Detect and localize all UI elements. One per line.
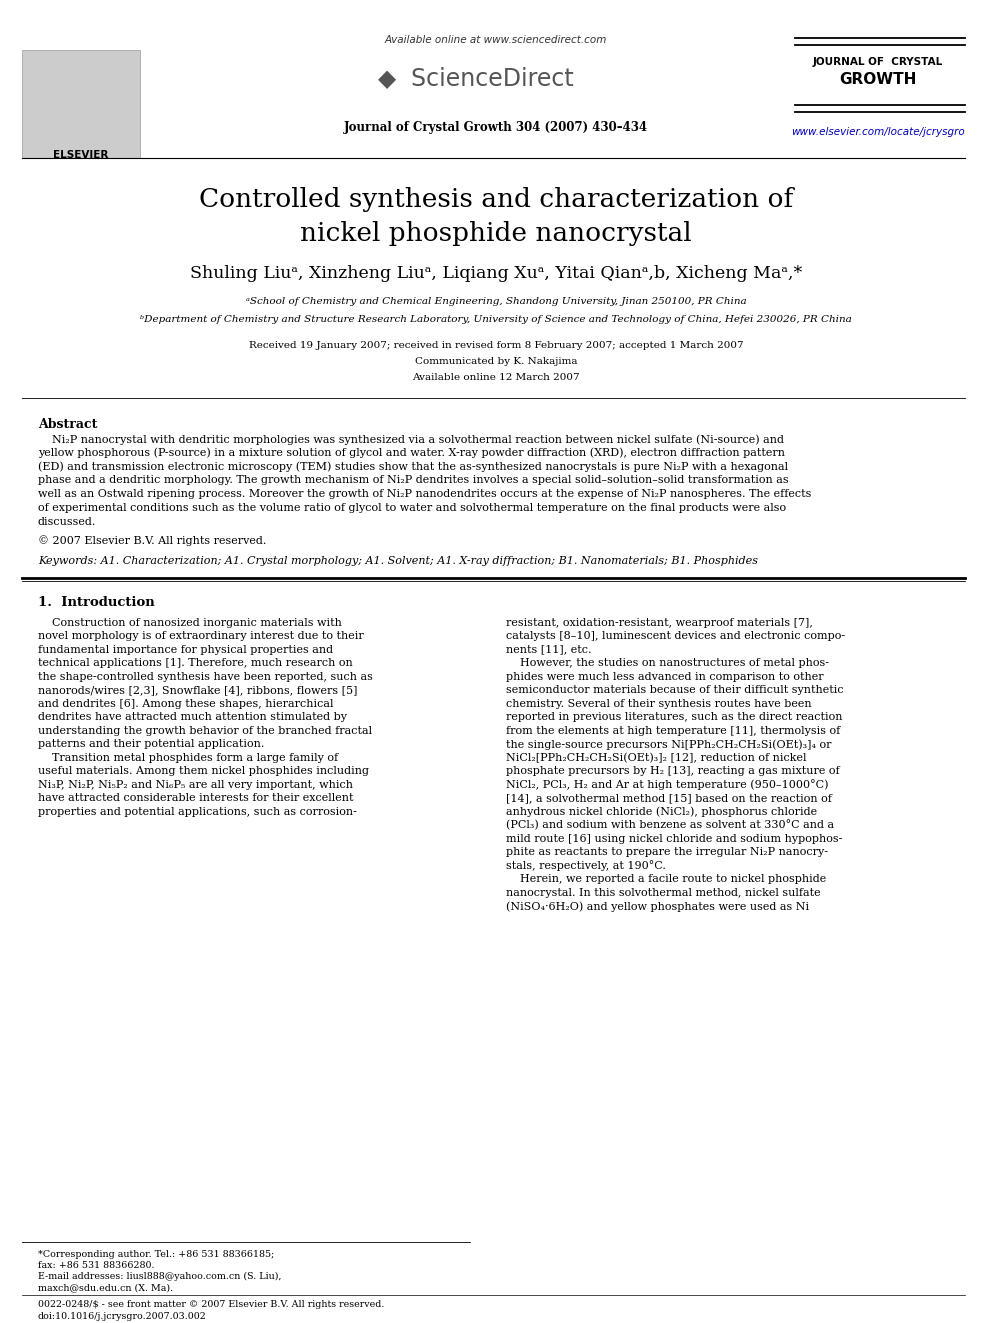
- Text: Ni₃P, Ni₂P, Ni₅P₂ and Ni₆P₅ are all very important, which: Ni₃P, Ni₂P, Ni₅P₂ and Ni₆P₅ are all very…: [38, 779, 353, 790]
- Text: phite as reactants to prepare the irregular Ni₂P nanocry-: phite as reactants to prepare the irregu…: [506, 847, 828, 857]
- Text: understanding the growth behavior of the branched fractal: understanding the growth behavior of the…: [38, 725, 372, 736]
- Text: Construction of nanosized inorganic materials with: Construction of nanosized inorganic mate…: [38, 618, 342, 627]
- Text: Journal of Crystal Growth 304 (2007) 430–434: Journal of Crystal Growth 304 (2007) 430…: [344, 122, 648, 135]
- Text: reported in previous literatures, such as the direct reaction: reported in previous literatures, such a…: [506, 712, 842, 722]
- Text: useful materials. Among them nickel phosphides including: useful materials. Among them nickel phos…: [38, 766, 369, 777]
- Text: patterns and their potential application.: patterns and their potential application…: [38, 740, 265, 749]
- Text: stals, respectively, at 190°C.: stals, respectively, at 190°C.: [506, 860, 666, 872]
- Text: the shape-controlled synthesis have been reported, such as: the shape-controlled synthesis have been…: [38, 672, 373, 681]
- FancyBboxPatch shape: [22, 50, 140, 157]
- Text: ◆  ScienceDirect: ◆ ScienceDirect: [378, 66, 574, 90]
- Text: fundamental importance for physical properties and: fundamental importance for physical prop…: [38, 644, 333, 655]
- Text: (PCl₃) and sodium with benzene as solvent at 330°C and a: (PCl₃) and sodium with benzene as solven…: [506, 820, 834, 831]
- Text: *Corresponding author. Tel.: +86 531 88366185;: *Corresponding author. Tel.: +86 531 883…: [38, 1250, 274, 1259]
- Text: doi:10.1016/j.jcrysgro.2007.03.002: doi:10.1016/j.jcrysgro.2007.03.002: [38, 1312, 206, 1320]
- Text: phase and a dendritic morphology. The growth mechanism of Ni₂P dendrites involve: phase and a dendritic morphology. The gr…: [38, 475, 789, 486]
- Text: well as an Ostwald ripening process. Moreover the growth of Ni₂P nanodendrites o: well as an Ostwald ripening process. Mor…: [38, 490, 811, 499]
- Text: Controlled synthesis and characterization of: Controlled synthesis and characterizatio…: [198, 188, 794, 213]
- Text: nickel phosphide nanocrystal: nickel phosphide nanocrystal: [301, 221, 691, 246]
- Text: phosphate precursors by H₂ [13], reacting a gas mixture of: phosphate precursors by H₂ [13], reactin…: [506, 766, 839, 777]
- Text: 1.  Introduction: 1. Introduction: [38, 595, 155, 609]
- Text: properties and potential applications, such as corrosion-: properties and potential applications, s…: [38, 807, 357, 816]
- Text: Communicated by K. Nakajima: Communicated by K. Nakajima: [415, 357, 577, 366]
- Text: anhydrous nickel chloride (NiCl₂), phosphorus chloride: anhydrous nickel chloride (NiCl₂), phosp…: [506, 807, 817, 818]
- Text: nanorods/wires [2,3], Snowflake [4], ribbons, flowers [5]: nanorods/wires [2,3], Snowflake [4], rib…: [38, 685, 357, 695]
- Text: have attracted considerable interests for their excellent: have attracted considerable interests fo…: [38, 792, 353, 803]
- Text: GROWTH: GROWTH: [839, 73, 917, 87]
- Text: discussed.: discussed.: [38, 517, 96, 527]
- Text: Transition metal phosphides form a large family of: Transition metal phosphides form a large…: [38, 753, 338, 762]
- Text: www.elsevier.com/locate/jcrysgro: www.elsevier.com/locate/jcrysgro: [792, 127, 965, 138]
- Text: [14], a solvothermal method [15] based on the reaction of: [14], a solvothermal method [15] based o…: [506, 792, 832, 803]
- Text: Herein, we reported a facile route to nickel phosphide: Herein, we reported a facile route to ni…: [506, 875, 826, 884]
- Text: nents [11], etc.: nents [11], etc.: [506, 644, 591, 655]
- Text: E-mail addresses: liusl888@yahoo.com.cn (S. Liu),: E-mail addresses: liusl888@yahoo.com.cn …: [38, 1271, 282, 1281]
- Text: semiconductor materials because of their difficult synthetic: semiconductor materials because of their…: [506, 685, 843, 695]
- Text: (ED) and transmission electronic microscopy (TEM) studies show that the as-synth: (ED) and transmission electronic microsc…: [38, 462, 788, 472]
- Text: resistant, oxidation-resistant, wearproof materials [7],: resistant, oxidation-resistant, wearproo…: [506, 618, 812, 627]
- Text: Received 19 January 2007; received in revised form 8 February 2007; accepted 1 M: Received 19 January 2007; received in re…: [249, 341, 743, 351]
- Text: mild route [16] using nickel chloride and sodium hypophos-: mild route [16] using nickel chloride an…: [506, 833, 842, 844]
- Text: Keywords: A1. Characterization; A1. Crystal morphology; A1. Solvent; A1. X-ray d: Keywords: A1. Characterization; A1. Crys…: [38, 556, 758, 566]
- Text: However, the studies on nanostructures of metal phos-: However, the studies on nanostructures o…: [506, 658, 829, 668]
- Text: Shuling Liuᵃ, Xinzheng Liuᵃ, Liqiang Xuᵃ, Yitai Qianᵃ,b, Xicheng Maᵃ,*: Shuling Liuᵃ, Xinzheng Liuᵃ, Liqiang Xuᵃ…: [189, 266, 803, 283]
- Text: phides were much less advanced in comparison to other: phides were much less advanced in compar…: [506, 672, 823, 681]
- Text: Ni₂P nanocrystal with dendritic morphologies was synthesized via a solvothermal : Ni₂P nanocrystal with dendritic morpholo…: [38, 434, 784, 445]
- Text: from the elements at high temperature [11], thermolysis of: from the elements at high temperature [1…: [506, 725, 840, 736]
- Text: 0022-0248/$ - see front matter © 2007 Elsevier B.V. All rights reserved.: 0022-0248/$ - see front matter © 2007 El…: [38, 1301, 384, 1308]
- Text: maxch@sdu.edu.cn (X. Ma).: maxch@sdu.edu.cn (X. Ma).: [38, 1283, 174, 1293]
- Text: novel morphology is of extraordinary interest due to their: novel morphology is of extraordinary int…: [38, 631, 364, 642]
- Text: Available online 12 March 2007: Available online 12 March 2007: [413, 373, 579, 381]
- Text: Available online at www.sciencedirect.com: Available online at www.sciencedirect.co…: [385, 34, 607, 45]
- Text: (NiSO₄·6H₂O) and yellow phosphates were used as Ni: (NiSO₄·6H₂O) and yellow phosphates were …: [506, 901, 809, 912]
- Text: NiCl₂[PPh₂CH₂CH₂Si(OEt)₃]₂ [12], reduction of nickel: NiCl₂[PPh₂CH₂CH₂Si(OEt)₃]₂ [12], reducti…: [506, 753, 806, 763]
- Text: catalysts [8–10], luminescent devices and electronic compo-: catalysts [8–10], luminescent devices an…: [506, 631, 845, 642]
- Text: and dendrites [6]. Among these shapes, hierarchical: and dendrites [6]. Among these shapes, h…: [38, 699, 333, 709]
- Text: ᵃSchool of Chemistry and Chemical Engineering, Shandong University, Jinan 250100: ᵃSchool of Chemistry and Chemical Engine…: [246, 298, 746, 307]
- Text: nanocrystal. In this solvothermal method, nickel sulfate: nanocrystal. In this solvothermal method…: [506, 888, 820, 897]
- Text: ᵇDepartment of Chemistry and Structure Research Laboratory, University of Scienc: ᵇDepartment of Chemistry and Structure R…: [140, 315, 852, 324]
- Text: ELSEVIER: ELSEVIER: [54, 149, 109, 160]
- Text: of experimental conditions such as the volume ratio of glycol to water and solvo: of experimental conditions such as the v…: [38, 503, 786, 513]
- Text: JOURNAL OF  CRYSTAL: JOURNAL OF CRYSTAL: [812, 57, 943, 67]
- Text: the single-source precursors Ni[PPh₂CH₂CH₂Si(OEt)₃]₄ or: the single-source precursors Ni[PPh₂CH₂C…: [506, 740, 831, 750]
- Text: dendrites have attracted much attention stimulated by: dendrites have attracted much attention …: [38, 712, 347, 722]
- Text: © 2007 Elsevier B.V. All rights reserved.: © 2007 Elsevier B.V. All rights reserved…: [38, 536, 267, 546]
- Text: yellow phosphorous (P-source) in a mixture solution of glycol and water. X-ray p: yellow phosphorous (P-source) in a mixtu…: [38, 447, 785, 458]
- Text: Abstract: Abstract: [38, 418, 97, 431]
- Text: fax: +86 531 88366280.: fax: +86 531 88366280.: [38, 1261, 155, 1270]
- Text: technical applications [1]. Therefore, much research on: technical applications [1]. Therefore, m…: [38, 658, 353, 668]
- Text: chemistry. Several of their synthesis routes have been: chemistry. Several of their synthesis ro…: [506, 699, 811, 709]
- Text: NiCl₂, PCl₃, H₂ and Ar at high temperature (950–1000°C): NiCl₂, PCl₃, H₂ and Ar at high temperatu…: [506, 779, 828, 790]
